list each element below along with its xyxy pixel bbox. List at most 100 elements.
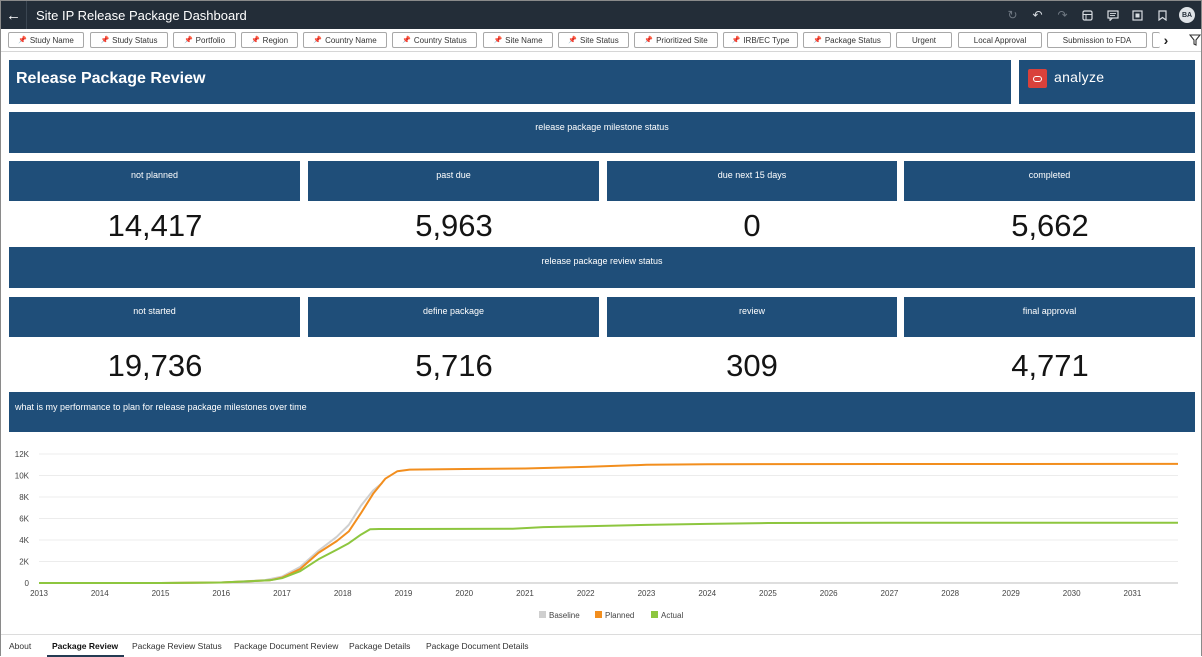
filter-chip-country-name[interactable]: 📌 Country Name xyxy=(303,32,387,48)
filter-chip-label: Region xyxy=(262,35,289,45)
y-tick-label: 0 xyxy=(25,579,30,588)
comment-icon[interactable] xyxy=(1100,1,1125,29)
filter-chip-site-name[interactable]: 📌 Site Name xyxy=(483,32,553,48)
x-tick-label: 2013 xyxy=(30,589,48,598)
filter-chip-site-status[interactable]: 📌 Site Status xyxy=(558,32,629,48)
page-tab-bar: About Package Review Package Review Stat… xyxy=(1,634,1201,657)
tab-package-document-review[interactable]: Package Document Review xyxy=(234,641,339,651)
tab-package-review-status[interactable]: Package Review Status xyxy=(132,641,222,651)
filter-chip-label: Package Status xyxy=(824,35,881,45)
filter-chip-portfolio[interactable]: 📌 Portfolio xyxy=(173,32,236,48)
filter-chip-study-status[interactable]: 📌 Study Status xyxy=(90,32,168,48)
filter-chip-overflow[interactable] xyxy=(1152,32,1160,48)
card-completed: completed xyxy=(904,161,1195,201)
card-final-approval: final approval xyxy=(904,297,1195,337)
pin-icon: 📌 xyxy=(250,37,260,44)
card-due-next-15-days: due next 15 days xyxy=(607,161,897,201)
filter-chip-label: Study Name xyxy=(29,35,74,45)
filter-chip-irb-ec-type[interactable]: 📌 IRB/EC Type xyxy=(723,32,798,48)
tab-about[interactable]: About xyxy=(9,641,32,651)
milestone-status-label: release package milestone status xyxy=(535,122,669,132)
data-icon[interactable] xyxy=(1075,1,1100,29)
filter-chip-submission-to-fda[interactable]: Submission to FDA xyxy=(1047,32,1147,48)
chart-title: what is my performance to plan for relea… xyxy=(15,402,307,412)
pin-icon: 📌 xyxy=(183,37,193,44)
x-tick-label: 2024 xyxy=(698,589,716,598)
refresh-icon[interactable]: ↻ xyxy=(1007,8,1018,22)
undo-icon[interactable]: ↶ xyxy=(1032,8,1043,22)
card-label: not planned xyxy=(130,170,179,180)
y-tick-label: 12K xyxy=(15,450,30,459)
metric-not-planned: 14,417 xyxy=(107,208,203,243)
redo-icon[interactable]: ↷ xyxy=(1057,8,1068,22)
analyze-panel[interactable]: analyze xyxy=(1019,60,1195,104)
user-avatar[interactable]: BA xyxy=(1179,7,1195,23)
filter-chip-label: Study Status xyxy=(112,35,158,45)
card-define-package: define package xyxy=(308,297,599,337)
x-tick-label: 2015 xyxy=(152,589,170,598)
filter-chip-label: Country Name xyxy=(325,35,377,45)
title-bar: ← Site IP Release Package Dashboard ↻ ↶ … xyxy=(1,1,1201,29)
page-title: Site IP Release Package Dashboard xyxy=(36,7,247,23)
metric-final-approval: 4,771 xyxy=(1011,348,1089,383)
x-tick-label: 2018 xyxy=(334,589,352,598)
x-tick-label: 2029 xyxy=(1002,589,1020,598)
back-arrow-icon[interactable]: ← xyxy=(1,1,27,29)
present-icon[interactable] xyxy=(1125,1,1150,29)
card-label: completed xyxy=(1028,170,1071,180)
filter-bar: 📌 Study Name 📌 Study Status 📌 Portfolio 📌 Re… xyxy=(1,29,1201,52)
card-label: final approval xyxy=(1022,306,1077,316)
x-tick-label: 2022 xyxy=(577,589,595,598)
metric-completed: 5,662 xyxy=(1011,208,1089,243)
filter-chip-package-status[interactable]: 📌 Package Status xyxy=(803,32,891,48)
x-tick-label: 2014 xyxy=(91,589,109,598)
filter-chip-label: Portfolio xyxy=(195,35,226,45)
legend-swatch-planned xyxy=(595,611,602,618)
tab-package-review[interactable]: Package Review xyxy=(46,635,125,657)
filter-chip-study-name[interactable]: 📌 Study Name xyxy=(8,32,84,48)
pin-icon: 📌 xyxy=(402,37,411,44)
milestone-performance-chart[interactable]: 0 2K 4K 6K 8K 10K 12K 2013 2014 2015 2016 2017 2018 2… xyxy=(1,437,1201,627)
milestone-status-banner: release package milestone status xyxy=(9,112,1195,153)
review-status-banner: release package review status xyxy=(9,247,1195,288)
filter-chip-urgent[interactable]: Urgent xyxy=(896,32,952,48)
x-tick-label: 2030 xyxy=(1063,589,1081,598)
card-not-started: not started xyxy=(9,297,300,337)
series-line-actual xyxy=(39,521,1179,584)
chevron-right-icon[interactable]: › xyxy=(1163,32,1169,48)
filter-chip-label: Urgent xyxy=(911,35,936,45)
y-tick-label: 6K xyxy=(19,515,29,524)
filter-chip-label: Country Status xyxy=(413,35,467,45)
oracle-logo-icon xyxy=(1028,69,1047,88)
card-not-planned: not planned xyxy=(9,161,300,201)
tab-package-document-details[interactable]: Package Document Details xyxy=(426,641,529,651)
bookmark-icon[interactable] xyxy=(1150,1,1175,29)
x-tick-label: 2019 xyxy=(395,589,413,598)
metric-define-package: 5,716 xyxy=(415,348,493,383)
x-tick-label: 2031 xyxy=(1124,589,1142,598)
x-tick-label: 2025 xyxy=(759,589,777,598)
pin-icon: 📌 xyxy=(18,37,27,44)
card-label: past due xyxy=(436,170,471,180)
toolbar: ↻ ↶ ↷ BA xyxy=(1000,1,1195,29)
review-status-label: release package review status xyxy=(541,256,663,266)
x-tick-label: 2023 xyxy=(638,589,656,598)
legend-label-baseline: Baseline xyxy=(549,611,580,620)
x-tick-label: 2021 xyxy=(516,589,534,598)
card-past-due: past due xyxy=(308,161,599,201)
card-label: define package xyxy=(422,306,485,316)
filter-chip-local-approval[interactable]: Local Approval xyxy=(958,32,1042,48)
metric-past-due: 5,963 xyxy=(415,208,493,243)
filter-chip-label: Prioritized Site xyxy=(656,35,708,45)
legend-swatch-baseline xyxy=(539,611,546,618)
filter-chip-prioritized-site[interactable]: 📌 Prioritized Site xyxy=(634,32,718,48)
filter-chip-label: Site Status xyxy=(580,35,619,45)
filter-funnel-icon[interactable] xyxy=(1189,33,1201,47)
x-tick-label: 2027 xyxy=(881,589,899,598)
filter-chip-region[interactable]: 📌 Region xyxy=(241,32,298,48)
filter-chip-country-status[interactable]: 📌 Country Status xyxy=(392,32,477,48)
tab-package-details[interactable]: Package Details xyxy=(349,641,411,651)
metric-review: 309 xyxy=(726,348,778,383)
card-label: not started xyxy=(133,306,176,316)
y-tick-label: 10K xyxy=(15,472,30,481)
